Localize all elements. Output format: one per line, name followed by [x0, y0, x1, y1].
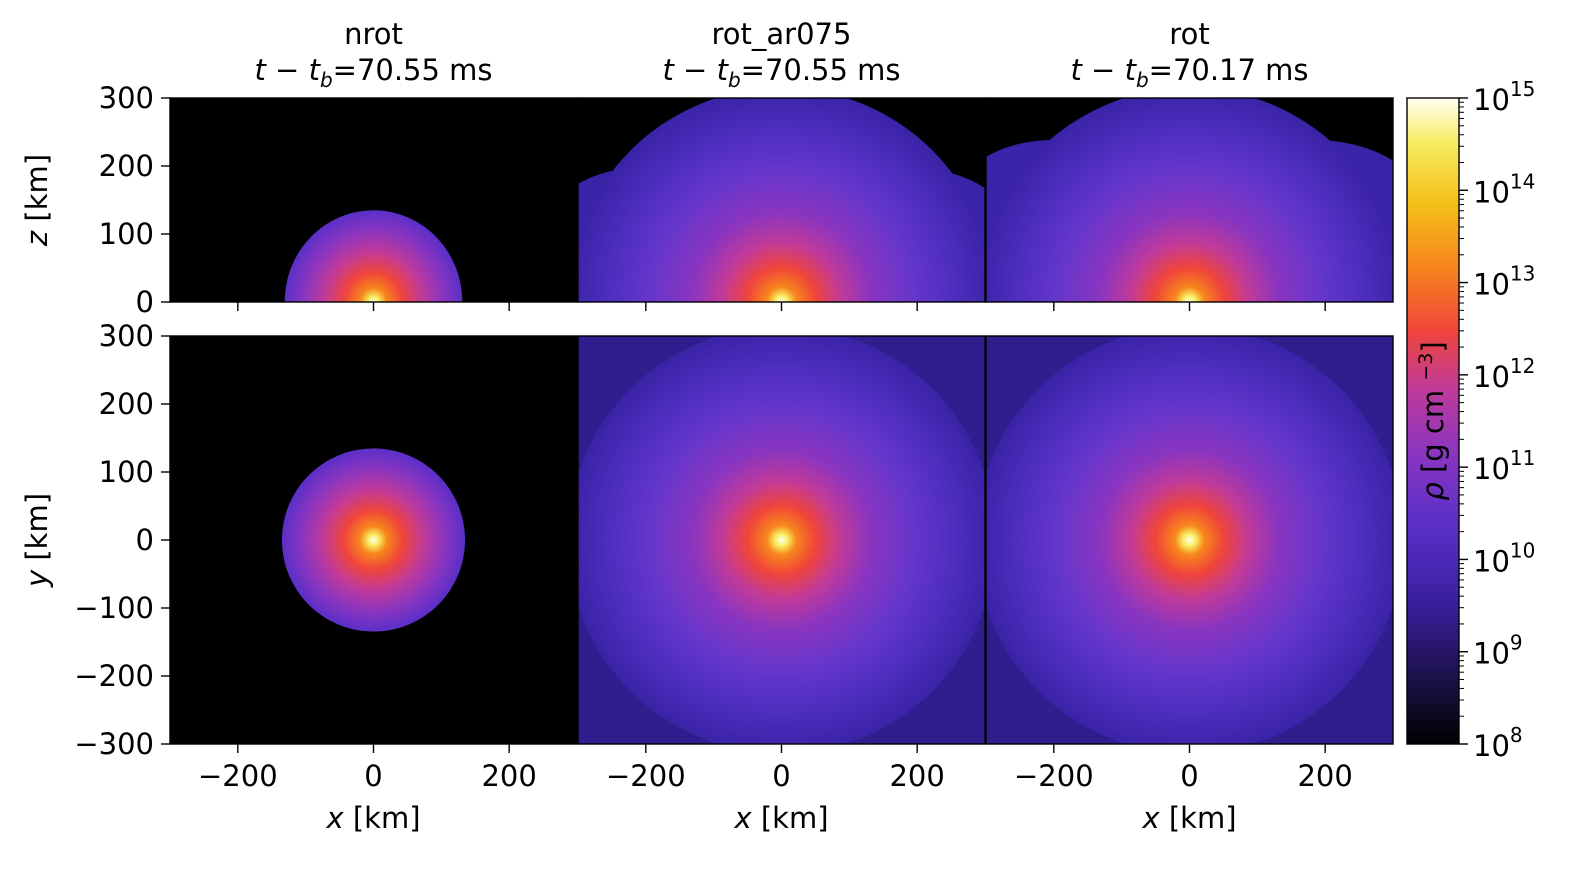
panel-title-nrot: nrot	[344, 17, 403, 51]
xy-density-region-nrot	[281, 448, 466, 632]
xlabel-rot: x [km]	[1141, 801, 1236, 835]
colorbar-tick-label-10: 1010	[1473, 538, 1535, 578]
xy-density-region-rot_ar075	[578, 336, 985, 744]
xtick-label-rot_ar075--200: −200	[606, 759, 686, 793]
xlabel-nrot: x [km]	[325, 801, 420, 835]
panel-time-rot: t − tb=70.17 ms	[1070, 53, 1308, 92]
xtick-label-nrot--200: −200	[198, 759, 278, 793]
xy-density-region-rot	[986, 336, 1393, 744]
xz-panel-rot_ar075	[578, 98, 985, 302]
xy-panel-rot_ar075	[578, 336, 985, 744]
panel-time-nrot: t − tb=70.55 ms	[254, 53, 492, 92]
xtick-label-nrot-0: 0	[364, 759, 382, 793]
xz-ytick-label-300: 300	[99, 81, 154, 115]
xy-ytick-label--300: −300	[74, 727, 154, 761]
xy-ytick-label--200: −200	[74, 659, 154, 693]
xtick-label-rot--200: −200	[1014, 759, 1094, 793]
xy-panel-nrot	[170, 336, 577, 744]
xz-panel-nrot	[170, 98, 577, 302]
xz-density-region-rot	[986, 98, 1393, 302]
panel-title-rot_ar075: rot_ar075	[712, 17, 852, 51]
xlabel-rot_ar075: x [km]	[733, 801, 828, 835]
xtick-label-rot_ar075-0: 0	[772, 759, 790, 793]
xz-ytick-label-200: 200	[99, 149, 154, 183]
xtick-label-nrot-200: 200	[481, 759, 536, 793]
colorbar-tick-label-9: 109	[1473, 631, 1523, 671]
xz-density-region-nrot	[284, 210, 463, 302]
xz-panel-rot	[986, 98, 1393, 302]
xz-ytick-label-100: 100	[99, 217, 154, 251]
colorbar-tick-label-13: 1013	[1473, 262, 1535, 302]
colorbar-tick-label-14: 1014	[1473, 169, 1535, 209]
xz-ytick-label-0: 0	[136, 285, 154, 319]
xy-ytick-label-0: 0	[136, 523, 154, 557]
colorbar-tick-label-11: 1011	[1473, 446, 1535, 486]
xtick-label-rot-0: 0	[1180, 759, 1198, 793]
xy-ytick-label-100: 100	[99, 455, 154, 489]
xy-ytick-label--100: −100	[74, 591, 154, 625]
colorbar-tick-label-8: 108	[1473, 723, 1523, 763]
xy-ytick-label-200: 200	[99, 387, 154, 421]
xtick-label-rot_ar075-200: 200	[889, 759, 944, 793]
panel-title-rot: rot	[1169, 17, 1209, 51]
xy-panel-rot	[986, 336, 1393, 744]
colorbar	[1406, 97, 1460, 745]
colorbar-tick-label-15: 1015	[1473, 77, 1535, 117]
colorbar-label: ρ [g cm −3]	[1415, 341, 1450, 500]
xy-ylabel: y [km]	[20, 493, 54, 588]
colorbar-tick-label-12: 1012	[1473, 354, 1535, 394]
xy-ytick-label-300: 300	[99, 319, 154, 353]
panel-time-rot_ar075: t − tb=70.55 ms	[662, 53, 900, 92]
xtick-label-rot-200: 200	[1297, 759, 1352, 793]
xz-density-region-rot_ar075	[578, 98, 985, 302]
xz-ylabel: z [km]	[20, 154, 54, 247]
